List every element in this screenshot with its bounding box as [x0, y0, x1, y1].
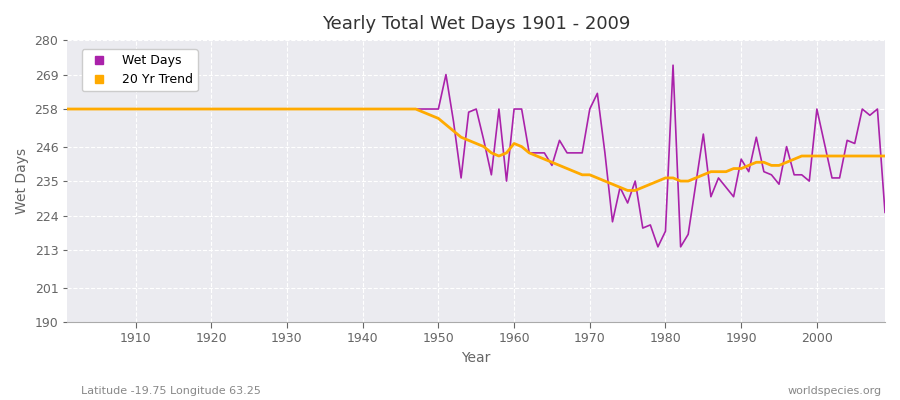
Line: 20 Yr Trend: 20 Yr Trend	[68, 109, 885, 190]
20 Yr Trend	[622, 188, 633, 193]
Wet Days	[879, 210, 890, 215]
Title: Yearly Total Wet Days 1901 - 2009: Yearly Total Wet Days 1901 - 2009	[322, 15, 630, 33]
Wet Days	[122, 107, 133, 112]
Text: worldspecies.org: worldspecies.org	[788, 386, 882, 396]
Wet Days	[335, 107, 346, 112]
Wet Days	[599, 150, 610, 155]
Wet Days	[289, 107, 300, 112]
20 Yr Trend	[879, 154, 890, 158]
20 Yr Trend	[599, 179, 610, 184]
20 Yr Trend	[508, 141, 519, 146]
Line: Wet Days: Wet Days	[68, 65, 885, 247]
Text: Latitude -19.75 Longitude 63.25: Latitude -19.75 Longitude 63.25	[81, 386, 261, 396]
Legend: Wet Days, 20 Yr Trend: Wet Days, 20 Yr Trend	[82, 49, 198, 92]
20 Yr Trend	[122, 107, 133, 112]
Wet Days	[62, 107, 73, 112]
Y-axis label: Wet Days: Wet Days	[15, 148, 29, 214]
20 Yr Trend	[62, 107, 73, 112]
X-axis label: Year: Year	[462, 351, 490, 365]
Wet Days	[501, 179, 512, 184]
20 Yr Trend	[289, 107, 300, 112]
Wet Days	[668, 63, 679, 68]
20 Yr Trend	[501, 150, 512, 155]
Wet Days	[508, 107, 519, 112]
20 Yr Trend	[335, 107, 346, 112]
Wet Days	[652, 244, 663, 249]
